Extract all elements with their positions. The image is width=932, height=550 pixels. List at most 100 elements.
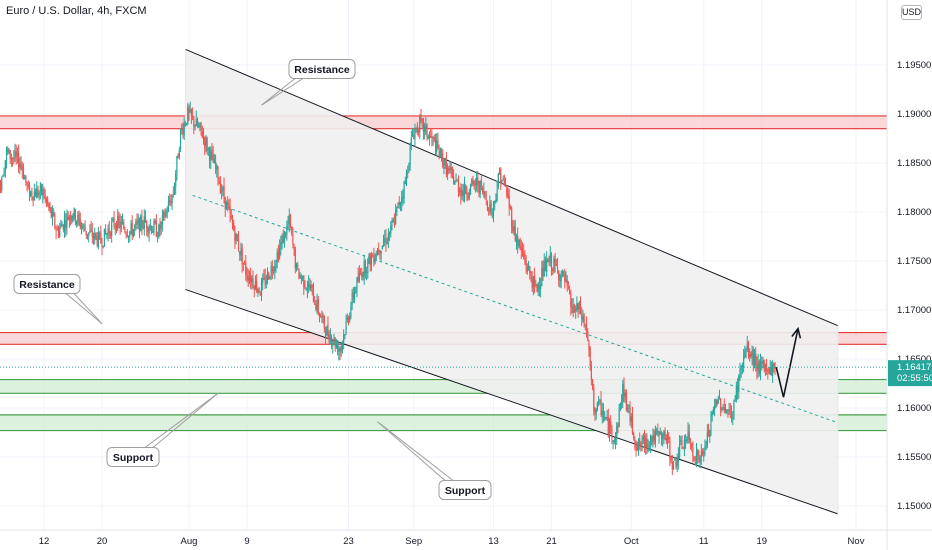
candle-body [491, 213, 493, 215]
candle-body [212, 154, 214, 163]
candle-body [89, 230, 91, 233]
projection-path[interactable] [775, 328, 799, 398]
candle-body [456, 180, 458, 182]
candle-body [303, 275, 305, 288]
candle-body [761, 360, 763, 364]
channel-upper-line[interactable] [185, 48, 839, 327]
candle-body [556, 266, 559, 270]
candle-body [269, 276, 271, 278]
candle-body [460, 189, 462, 196]
y-tick-label: 1.17000 [897, 305, 931, 316]
candle-body [0, 182, 2, 189]
candle-body [369, 253, 371, 266]
candle-body [507, 193, 509, 196]
candle-body [769, 367, 771, 375]
candle-body [722, 407, 724, 409]
candle-body [716, 400, 718, 405]
candle-body [140, 216, 142, 231]
candle-body [774, 366, 776, 369]
candle-body [602, 410, 605, 419]
candle-body [520, 246, 522, 251]
candle-body [318, 313, 321, 317]
candle-body [4, 160, 6, 172]
candle-body [264, 277, 266, 285]
candle-body [69, 216, 72, 220]
candle-body [637, 439, 640, 450]
x-axis[interactable]: 12 20 Aug 9 23 Sep 13 21 Oct 11 19 Nov [39, 536, 865, 547]
candle-body [24, 177, 26, 180]
candle-body [200, 122, 202, 131]
annotations[interactable]: Resistance Resistance Support Support [13, 59, 492, 500]
candle-body [628, 405, 630, 407]
candle-body [738, 375, 740, 393]
candle-body [239, 251, 241, 256]
candle-body [288, 215, 290, 224]
candle-body [327, 324, 329, 336]
candle-body [587, 331, 589, 341]
candle-body [10, 158, 12, 160]
callout-label: Support [113, 452, 154, 464]
candle-body [332, 342, 334, 346]
y-axis[interactable]: 1.19500 1.19000 1.18500 1.18000 1.17500 1.170… [897, 60, 931, 512]
y-tick-label: 1.19500 [897, 60, 931, 71]
channel-lower-line[interactable] [185, 288, 839, 515]
candle-body [606, 417, 608, 419]
candle-body [688, 431, 690, 440]
candle-body [392, 219, 394, 223]
candle-body [695, 451, 698, 465]
candle-body [444, 159, 446, 165]
candle-body [117, 215, 119, 230]
projection-arrow[interactable] [775, 326, 802, 398]
candle-body [469, 184, 472, 195]
candle-body [404, 182, 406, 184]
candle-body [671, 462, 673, 470]
candle-body [558, 270, 560, 281]
callout-support[interactable]: Support [106, 392, 219, 467]
candle-body [156, 236, 159, 238]
currency-badge[interactable]: USD [901, 5, 922, 20]
candle-body [39, 185, 41, 192]
channel-midline[interactable] [192, 194, 839, 424]
candle-body [247, 275, 249, 281]
descending-channel[interactable] [184, 48, 839, 515]
projection-arrowhead[interactable] [791, 326, 802, 339]
callout-support[interactable]: Support [377, 421, 492, 500]
y-tick-label: 1.19000 [897, 109, 931, 120]
candle-body [461, 190, 463, 197]
candle-body [622, 383, 624, 403]
candle-body [48, 203, 50, 208]
candle-body [83, 225, 85, 227]
candle-body [301, 276, 304, 279]
candle-body [256, 281, 258, 291]
callout-resistance[interactable]: Resistance [13, 274, 103, 325]
candle-body [773, 363, 775, 366]
candle-body [378, 249, 380, 253]
candle-body [768, 372, 770, 374]
candle-body [549, 253, 551, 262]
candle-body [299, 275, 301, 277]
candle-body [736, 385, 739, 392]
candle-body [633, 433, 635, 439]
candle-body [543, 261, 545, 277]
candle-body [55, 229, 57, 231]
candle-body [669, 440, 671, 460]
candle-body [170, 201, 172, 204]
candle-body [694, 462, 696, 464]
candle-body [62, 224, 64, 230]
candle-body [103, 228, 106, 247]
candle-body [289, 216, 292, 228]
candle-body [536, 284, 538, 292]
candle-body [682, 448, 684, 450]
candle-body [409, 145, 411, 166]
candle-body [22, 169, 25, 179]
candle-body [159, 224, 161, 230]
candle-body [248, 277, 251, 282]
candle-body [601, 410, 603, 415]
callout-pointer [152, 392, 219, 448]
callout-resistance[interactable]: Resistance [261, 59, 356, 106]
candle-body [407, 172, 409, 174]
candle-body [73, 208, 75, 218]
candle-body [388, 232, 391, 235]
candle-body [80, 226, 83, 228]
